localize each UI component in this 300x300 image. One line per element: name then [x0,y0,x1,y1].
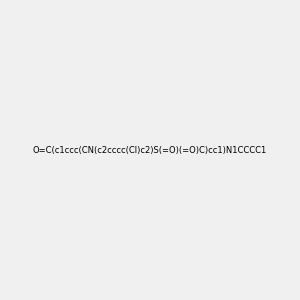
Text: O=C(c1ccc(CN(c2cccc(Cl)c2)S(=O)(=O)C)cc1)N1CCCC1: O=C(c1ccc(CN(c2cccc(Cl)c2)S(=O)(=O)C)cc1… [33,146,267,154]
